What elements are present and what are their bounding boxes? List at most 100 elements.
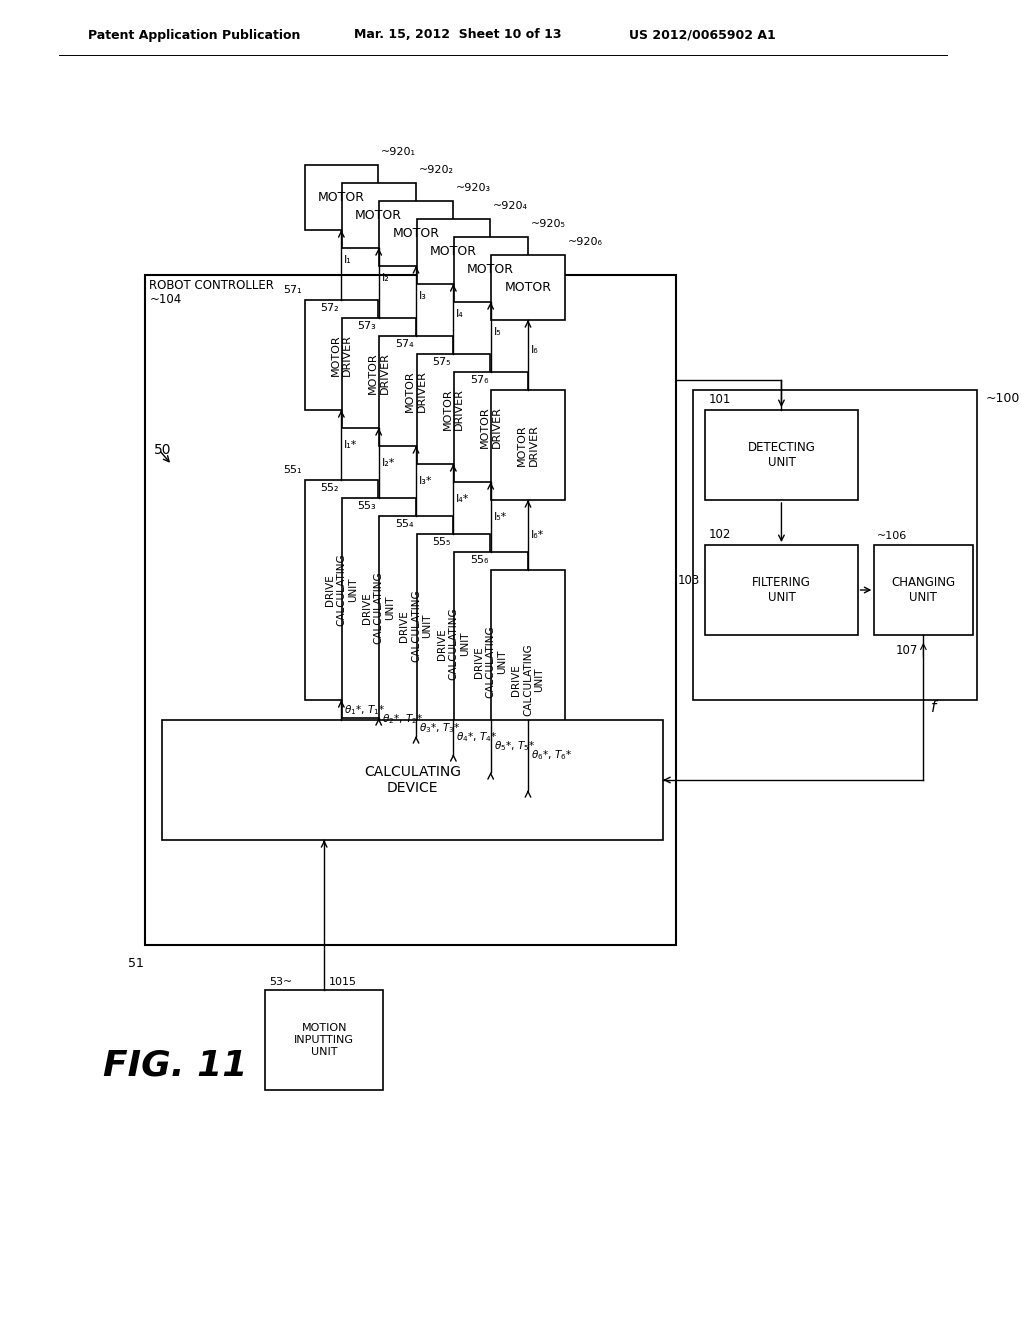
Text: 50: 50 <box>155 444 172 457</box>
Text: 57₅: 57₅ <box>432 356 451 367</box>
Text: DRIVE
CALCULATING
UNIT: DRIVE CALCULATING UNIT <box>325 553 358 626</box>
Text: FIG. 11: FIG. 11 <box>103 1048 248 1082</box>
Text: MOTOR: MOTOR <box>505 281 552 294</box>
Text: I₄*: I₄* <box>457 494 470 504</box>
Bar <box>874 545 973 635</box>
Text: I₂*: I₂* <box>382 458 395 469</box>
Bar <box>145 275 676 945</box>
Text: ~106: ~106 <box>878 531 907 541</box>
Text: MOTOR
DRIVER: MOTOR DRIVER <box>517 424 539 466</box>
Text: 57₂: 57₂ <box>321 304 339 313</box>
Text: I₅: I₅ <box>494 327 501 337</box>
Text: MOTOR
DRIVER: MOTOR DRIVER <box>480 407 502 447</box>
Bar <box>706 545 857 635</box>
Text: I₃*: I₃* <box>419 477 432 486</box>
Text: 57₃: 57₃ <box>357 321 376 331</box>
Text: I₁*: I₁* <box>344 440 357 450</box>
Text: DRIVE
CALCULATING
UNIT: DRIVE CALCULATING UNIT <box>437 607 470 680</box>
Text: DRIVE
CALCULATING
UNIT: DRIVE CALCULATING UNIT <box>511 644 545 717</box>
Text: I₆: I₆ <box>531 345 539 355</box>
Text: MOTOR
DRIVER: MOTOR DRIVER <box>406 370 427 412</box>
Text: ~920₃: ~920₃ <box>456 183 490 193</box>
Text: I₃: I₃ <box>419 290 427 301</box>
Text: DRIVE
CALCULATING
UNIT: DRIVE CALCULATING UNIT <box>362 572 395 644</box>
Text: 1015: 1015 <box>329 977 357 987</box>
Text: $\theta_5$*, $T_5$*: $\theta_5$*, $T_5$* <box>494 739 535 752</box>
Text: 57₁: 57₁ <box>283 285 302 294</box>
Bar <box>706 411 857 500</box>
Text: I₆*: I₆* <box>531 531 544 540</box>
Text: 57₄: 57₄ <box>395 339 414 348</box>
Bar <box>417 354 490 465</box>
Bar <box>304 165 378 230</box>
Text: US 2012/0065902 A1: US 2012/0065902 A1 <box>629 29 775 41</box>
Text: ~920₂: ~920₂ <box>419 165 454 176</box>
Text: $\theta_6$*, $T_6$*: $\theta_6$*, $T_6$* <box>531 748 572 762</box>
Bar <box>342 183 416 248</box>
Text: f: f <box>931 700 937 715</box>
Text: FILTERING
UNIT: FILTERING UNIT <box>752 576 811 605</box>
Text: DRIVE
CALCULATING
UNIT: DRIVE CALCULATING UNIT <box>399 590 432 663</box>
Text: 55₆: 55₆ <box>470 554 488 565</box>
Text: 51: 51 <box>128 957 143 970</box>
Bar <box>304 300 378 411</box>
Text: I₂: I₂ <box>382 273 389 282</box>
Text: 102: 102 <box>709 528 731 541</box>
Bar <box>417 535 490 754</box>
Text: ROBOT CONTROLLER: ROBOT CONTROLLER <box>150 279 274 292</box>
Text: MOTOR: MOTOR <box>430 246 477 257</box>
Bar <box>379 201 453 267</box>
Text: 107: 107 <box>896 644 919 656</box>
Text: Mar. 15, 2012  Sheet 10 of 13: Mar. 15, 2012 Sheet 10 of 13 <box>353 29 561 41</box>
Text: I₁: I₁ <box>344 255 352 265</box>
Text: MOTOR: MOTOR <box>392 227 439 240</box>
Text: $\theta_2$*, $T_2$*: $\theta_2$*, $T_2$* <box>382 711 423 726</box>
Text: 53~: 53~ <box>269 977 293 987</box>
Bar <box>417 219 490 284</box>
Text: ~920₄: ~920₄ <box>494 201 528 211</box>
Text: 55₃: 55₃ <box>357 502 376 511</box>
Text: MOTOR: MOTOR <box>467 263 514 276</box>
Text: I₅*: I₅* <box>494 512 507 521</box>
Text: 55₁: 55₁ <box>283 465 302 475</box>
Bar <box>379 516 453 737</box>
Bar <box>304 480 378 700</box>
Text: 103: 103 <box>678 573 700 586</box>
Text: 55₄: 55₄ <box>395 519 414 529</box>
Text: CHANGING
UNIT: CHANGING UNIT <box>891 576 955 605</box>
Text: ~100: ~100 <box>985 392 1020 405</box>
Text: $\theta_3$*, $T_3$*: $\theta_3$*, $T_3$* <box>419 721 460 735</box>
Text: 57₆: 57₆ <box>470 375 488 385</box>
Text: MOTOR
DRIVER: MOTOR DRIVER <box>331 334 352 376</box>
Text: ~920₁: ~920₁ <box>381 147 416 157</box>
Bar <box>454 238 527 302</box>
Text: DETECTING
UNIT: DETECTING UNIT <box>748 441 815 469</box>
Text: ~104: ~104 <box>150 293 181 306</box>
Text: 55₅: 55₅ <box>432 537 451 546</box>
Text: $\theta_1$*, $T_1$*: $\theta_1$*, $T_1$* <box>344 704 385 717</box>
Bar <box>454 372 527 482</box>
Text: MOTOR: MOTOR <box>355 209 402 222</box>
Text: 101: 101 <box>709 393 731 407</box>
Text: I₄: I₄ <box>457 309 464 319</box>
Text: Patent Application Publication: Patent Application Publication <box>88 29 301 41</box>
Text: MOTOR: MOTOR <box>317 191 365 205</box>
Bar <box>265 990 383 1090</box>
Text: $\theta_4$*, $T_4$*: $\theta_4$*, $T_4$* <box>457 730 498 744</box>
Bar <box>492 255 565 319</box>
Bar <box>492 570 565 789</box>
Bar <box>379 337 453 446</box>
Bar <box>454 552 527 772</box>
Text: CALCULATING
DEVICE: CALCULATING DEVICE <box>365 764 461 795</box>
Text: DRIVE
CALCULATING
UNIT: DRIVE CALCULATING UNIT <box>474 626 507 698</box>
Bar <box>342 498 416 718</box>
Bar <box>162 719 664 840</box>
Bar <box>492 389 565 500</box>
Text: MOTION
INPUTTING
UNIT: MOTION INPUTTING UNIT <box>294 1023 354 1056</box>
Text: ~920₅: ~920₅ <box>530 219 565 228</box>
Bar <box>692 389 978 700</box>
Text: MOTOR
DRIVER: MOTOR DRIVER <box>442 388 464 430</box>
Text: MOTOR
DRIVER: MOTOR DRIVER <box>368 352 389 393</box>
Text: ~920₆: ~920₆ <box>567 238 603 247</box>
Text: 55₂: 55₂ <box>321 483 339 492</box>
